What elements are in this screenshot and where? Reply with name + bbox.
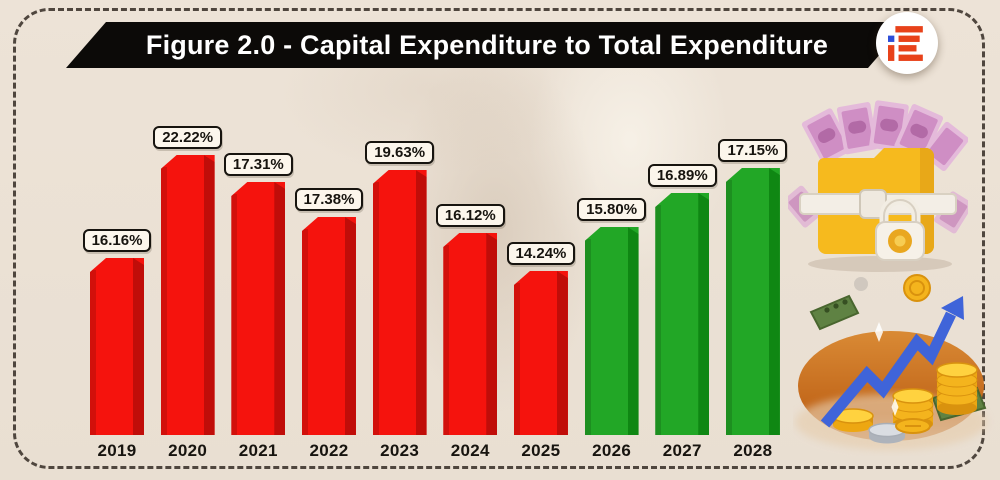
value-label-2019: 16.16% bbox=[82, 229, 152, 252]
bar-slot-2028: 17.15% bbox=[718, 100, 788, 435]
x-axis: 2019 2020 2021 2022 2023 2024 2025 2026 2027 2028 bbox=[82, 441, 788, 461]
bar-slot-2024: 16.12% bbox=[435, 100, 505, 435]
bar-slot-2025: 14.24% bbox=[506, 100, 576, 435]
value-label-2023: 19.63% bbox=[365, 141, 435, 164]
coin-stack-icon bbox=[832, 362, 978, 432]
x-axis-label-2026: 2026 bbox=[592, 441, 632, 460]
value-label-2028: 17.15% bbox=[718, 139, 788, 162]
value-label-2027: 16.89% bbox=[647, 164, 717, 187]
bar-2024 bbox=[443, 233, 498, 435]
growth-chart-illustration bbox=[795, 274, 987, 450]
bar-chart: 16.16% 22.22% 17.31% 17.38% 19.63% 16.12% 14.2… bbox=[82, 100, 788, 435]
bar-2027 bbox=[655, 193, 710, 435]
bar-slot-2022: 17.38% bbox=[294, 100, 364, 435]
bar-slot-2023: 19.63% bbox=[365, 100, 435, 435]
flying-banknote-icon bbox=[809, 294, 860, 331]
value-label-2021: 17.31% bbox=[223, 153, 293, 176]
bar-2020 bbox=[160, 155, 215, 435]
bar-2025 bbox=[513, 271, 568, 435]
grey-coin-icon bbox=[854, 277, 868, 291]
logo-dot-blue bbox=[888, 35, 895, 42]
bar-2028 bbox=[725, 168, 780, 435]
bar-2019 bbox=[90, 258, 144, 435]
bar-2022 bbox=[301, 217, 356, 435]
x-axis-label-2024: 2024 bbox=[450, 441, 490, 460]
figure-title: Figure 2.0 - Capital Expenditure to Tota… bbox=[145, 29, 829, 60]
x-axis-label-2023: 2023 bbox=[380, 441, 420, 460]
sparkle-icon bbox=[875, 322, 899, 416]
logo-bar-upper bbox=[898, 35, 920, 42]
bar-slot-2021: 17.31% bbox=[223, 100, 293, 435]
logo-stem bbox=[888, 45, 895, 61]
bar-slot-2027: 16.89% bbox=[647, 100, 717, 435]
value-label-2020: 22.22% bbox=[153, 126, 223, 149]
title-banner: Figure 2.0 - Capital Expenditure to Tota… bbox=[66, 22, 908, 68]
logo-bar-top bbox=[895, 26, 923, 33]
padlock-icon bbox=[875, 195, 925, 261]
bar-2021 bbox=[231, 182, 286, 435]
x-axis-label-2019: 2019 bbox=[97, 441, 137, 460]
bar-2023 bbox=[372, 170, 427, 435]
x-axis-label-2020: 2020 bbox=[168, 441, 208, 460]
value-label-2026: 15.80% bbox=[577, 198, 647, 221]
x-axis-label-2022: 2022 bbox=[309, 441, 349, 460]
ie-monogram-icon bbox=[888, 26, 923, 61]
value-label-2025: 14.24% bbox=[506, 242, 576, 265]
logo-bar-lower bbox=[898, 45, 917, 52]
bar-slot-2019: 16.16% bbox=[82, 100, 152, 435]
bar-2026 bbox=[584, 227, 639, 435]
money-folder-illustration bbox=[788, 100, 968, 272]
x-axis-label-2021: 2021 bbox=[238, 441, 278, 460]
bar-slot-2020: 22.22% bbox=[153, 100, 223, 435]
x-axis-label-2025: 2025 bbox=[521, 441, 561, 460]
floating-coin-icon bbox=[903, 274, 931, 302]
brand-logo bbox=[876, 12, 938, 74]
growth-arrow-icon bbox=[820, 296, 964, 428]
logo-bar-bottom bbox=[898, 54, 923, 61]
strap-icon bbox=[799, 189, 957, 219]
bar-slot-2026: 15.80% bbox=[577, 100, 647, 435]
x-axis-label-2028: 2028 bbox=[733, 441, 773, 460]
loose-coins-icon bbox=[868, 418, 931, 444]
value-label-2024: 16.12% bbox=[435, 204, 505, 227]
x-axis-label-2027: 2027 bbox=[662, 441, 702, 460]
value-label-2022: 17.38% bbox=[294, 188, 364, 211]
